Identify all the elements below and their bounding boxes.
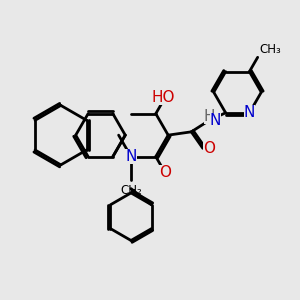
Text: O: O xyxy=(159,165,171,180)
Text: N: N xyxy=(210,113,221,128)
Text: N: N xyxy=(244,105,255,120)
Text: N: N xyxy=(125,149,137,164)
Text: CH₃: CH₃ xyxy=(259,43,281,56)
Text: H: H xyxy=(204,110,215,124)
Text: CH₂: CH₂ xyxy=(120,184,142,197)
Text: O: O xyxy=(203,141,215,156)
Text: HO: HO xyxy=(152,91,175,106)
